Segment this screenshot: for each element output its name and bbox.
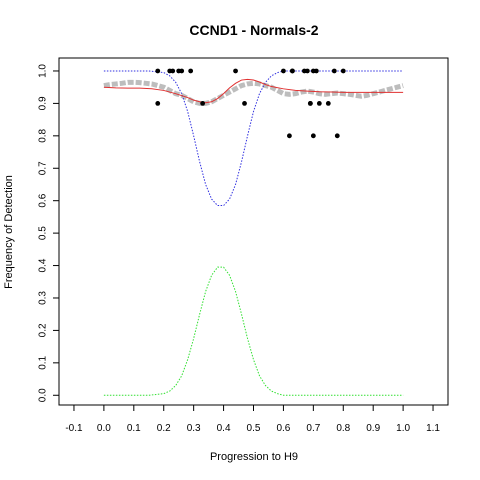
- y-tick-label: 0.3: [38, 291, 49, 305]
- y-axis-label: Frequency of Detection: [3, 175, 15, 289]
- x-tick-label: 0.6: [276, 423, 290, 434]
- data-point: [155, 101, 161, 106]
- data-point: [179, 68, 185, 74]
- data-point: [170, 68, 176, 74]
- x-tick-label: 0.1: [127, 423, 141, 434]
- y-tick-label: 0.2: [38, 323, 49, 337]
- x-tick-label: 0.7: [306, 423, 320, 434]
- y-tick-label: 0.5: [38, 226, 49, 240]
- data-point: [242, 101, 247, 106]
- y-tick-label: 0.7: [38, 161, 49, 175]
- data-point: [325, 101, 331, 106]
- fit-line: [103, 78, 404, 104]
- data-point: [290, 68, 295, 74]
- x-tick-label: 0.2: [157, 423, 171, 434]
- data-point: [188, 68, 194, 74]
- y-tick-label: 0.4: [38, 258, 49, 272]
- data-point: [334, 133, 340, 139]
- x-tick-label: 1.0: [396, 423, 410, 434]
- data-point: [316, 101, 322, 106]
- x-tick-label: -0.1: [65, 423, 83, 434]
- chart-title: CCND1 - Normals-2: [189, 22, 318, 38]
- y-tick-label: 0.9: [38, 96, 49, 110]
- y-tick-label: 0.1: [38, 355, 49, 369]
- y-tick-label: 1.0: [38, 64, 49, 78]
- x-tick-label: 0.3: [187, 423, 201, 434]
- data-point: [340, 68, 346, 74]
- x-axis: -0.1 0.0 0.1 0.2 0.3 0.4 0.5 0.6 0.7 0.8 0.9 1.0 1.1: [65, 405, 440, 434]
- data-point: [304, 68, 310, 74]
- x-tick-label: 0.0: [97, 423, 111, 434]
- x-tick-label: 0.4: [217, 423, 231, 434]
- x-tick-label: 0.8: [336, 423, 350, 434]
- y-axis: 0.0 0.1 0.2 0.3 0.4 0.5 0.6 0.7 0.8 0.9 1.0: [38, 64, 59, 402]
- y-tick-label: 0.0: [38, 388, 49, 402]
- data-point: [307, 101, 313, 106]
- x-tick-label: 0.5: [247, 423, 261, 434]
- series-layer: [103, 68, 404, 396]
- data-point: [200, 101, 206, 106]
- x-axis-label: Progression to H9: [210, 451, 298, 463]
- upper-bound-line: [103, 70, 404, 207]
- data-point: [233, 68, 238, 74]
- x-tick-label: 1.1: [426, 423, 440, 434]
- plot-frame: [58, 57, 449, 406]
- data-point: [281, 68, 286, 74]
- data-point: [310, 133, 316, 139]
- data-point: [313, 68, 319, 74]
- x-tick-label: 0.9: [366, 423, 380, 434]
- data-point: [155, 68, 161, 74]
- y-tick-label: 0.8: [38, 128, 49, 142]
- data-point: [287, 133, 292, 139]
- smoothed-series-line: [103, 79, 404, 106]
- y-tick-label: 0.6: [38, 193, 49, 207]
- data-point: [331, 68, 337, 74]
- density-line: [103, 266, 404, 396]
